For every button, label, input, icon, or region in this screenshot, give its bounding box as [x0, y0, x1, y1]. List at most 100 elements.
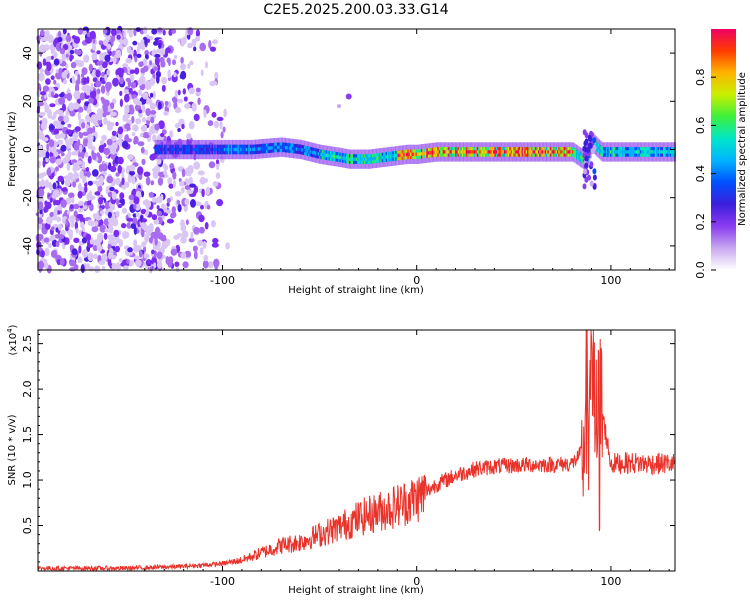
ridge-core: [370, 157, 373, 161]
noise-speckle: [101, 61, 108, 69]
noise-speckle: [216, 116, 224, 122]
noise-speckle: [60, 152, 65, 157]
noise-speckle: [126, 217, 134, 222]
ridge-core: [241, 147, 244, 152]
noise-speckle: [142, 223, 148, 232]
y-tick-label: 0: [21, 146, 34, 153]
noise-speckle: [135, 212, 141, 217]
noise-speckle: [73, 142, 81, 151]
ridge-core: [181, 147, 184, 152]
noise-speckle: [52, 189, 60, 198]
noise-speckle: [149, 92, 154, 98]
noise-speckle: [182, 261, 189, 269]
noise-speckle: [114, 245, 120, 253]
ridge-core: [253, 147, 256, 151]
noise-speckle: [47, 167, 52, 176]
ridge-core: [521, 150, 524, 154]
noise-speckle: [207, 261, 214, 269]
ridge-core: [230, 147, 233, 152]
ridge-core: [272, 146, 275, 150]
ridge-core: [236, 147, 239, 152]
noise-speckle: [121, 140, 129, 149]
ridge-core: [173, 147, 176, 152]
noise-speckle: [106, 85, 110, 93]
ridge-core: [624, 150, 628, 154]
ridge-core: [663, 150, 666, 154]
ridge-core: [248, 147, 251, 152]
ridge-core: [393, 154, 396, 158]
ridge-core: [154, 147, 157, 152]
ridge-core: [476, 150, 479, 154]
noise-speckle: [80, 73, 85, 78]
noise-speckle: [219, 120, 223, 130]
disturbance-cell: [592, 137, 597, 144]
noise-speckle: [125, 57, 132, 64]
noise-speckle: [68, 137, 74, 146]
noise-speckle: [191, 102, 197, 112]
ridge-core: [427, 151, 430, 155]
disturbance-cell: [582, 183, 587, 190]
ridge-core: [294, 147, 297, 151]
ridge-core: [172, 147, 175, 152]
noise-speckle: [212, 39, 219, 45]
ridge-core: [408, 152, 411, 156]
ridge-core: [384, 155, 387, 159]
noise-speckle: [89, 30, 96, 40]
ridge-core: [517, 150, 520, 154]
ridge-core: [416, 152, 420, 156]
noise-speckle: [140, 146, 145, 154]
noise-speckle: [43, 237, 50, 243]
ridge-core: [259, 147, 262, 151]
ridge-core: [395, 154, 398, 158]
noise-speckle: [100, 85, 106, 94]
noise-speckle: [98, 175, 104, 185]
disturbance-cell: [583, 140, 588, 147]
noise-speckle: [95, 214, 102, 221]
noise-speckle: [122, 265, 129, 270]
noise-speckle: [180, 219, 185, 228]
noise-speckle: [103, 117, 108, 125]
ridge-core: [495, 150, 498, 154]
ridge-core: [365, 157, 368, 161]
noise-speckle: [109, 165, 117, 173]
noise-speckle: [187, 63, 191, 69]
noise-speckle: [180, 186, 185, 194]
noise-speckle: [208, 161, 216, 169]
ridge-core: [503, 150, 507, 154]
disturbance-cell: [584, 176, 589, 183]
noise-speckle: [144, 149, 149, 156]
noise-speckle: [57, 175, 64, 182]
noise-speckle: [42, 85, 50, 92]
ridge-core: [508, 150, 511, 154]
noise-speckle: [47, 109, 52, 118]
noise-speckle: [152, 196, 157, 203]
ridge-core: [642, 150, 645, 154]
ridge-core: [641, 150, 644, 154]
noise-speckle: [143, 171, 151, 177]
noise-speckle: [78, 245, 82, 254]
ridge-core: [578, 154, 581, 159]
noise-speckle: [82, 131, 89, 136]
noise-speckle: [99, 52, 106, 61]
noise-speckle: [128, 194, 135, 201]
ridge-core: [213, 147, 216, 152]
noise-speckle: [48, 243, 52, 249]
noise-speckle: [92, 180, 99, 185]
ridge-core: [320, 152, 323, 157]
noise-speckle: [144, 233, 148, 242]
ridge-core: [513, 150, 516, 154]
ridge-core: [501, 150, 504, 154]
ridge-core: [342, 156, 345, 160]
noise-speckle: [61, 187, 68, 192]
ridge-core: [623, 150, 626, 154]
noise-speckle: [151, 28, 158, 35]
noise-speckle: [117, 203, 123, 209]
noise-speckle: [99, 139, 105, 145]
noise-speckle: [65, 197, 72, 205]
noise-speckle: [65, 129, 73, 135]
noise-speckle: [43, 101, 47, 106]
noise-speckle: [90, 114, 98, 122]
ridge-core: [195, 147, 198, 152]
noise-speckle: [37, 201, 44, 210]
noise-speckle: [106, 43, 112, 50]
